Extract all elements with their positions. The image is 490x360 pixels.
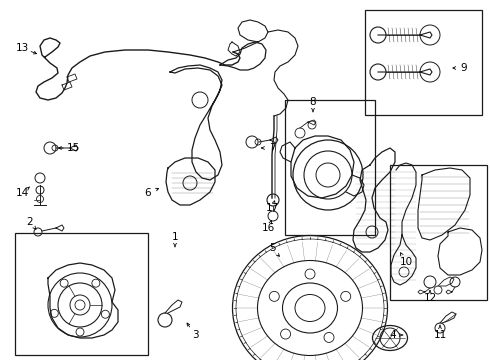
Text: 6: 6 [145,188,151,198]
Text: 9: 9 [461,63,467,73]
Bar [15,233,148,355]
Text: 10: 10 [399,257,413,267]
Text: 13: 13 [15,43,28,53]
Text: 11: 11 [433,330,446,340]
Bar [365,10,482,115]
Text: 12: 12 [423,293,437,303]
Bar [285,100,375,235]
Text: 1: 1 [172,232,178,242]
Text: 5: 5 [269,243,275,253]
Text: 3: 3 [192,330,198,340]
Text: 17: 17 [266,203,279,213]
Bar [390,165,487,300]
Text: 16: 16 [261,223,274,233]
Text: 15: 15 [66,143,80,153]
Text: 8: 8 [310,97,317,107]
Text: 4: 4 [390,330,396,340]
Text: 7: 7 [269,143,275,153]
Text: 2: 2 [26,217,33,227]
Text: 14: 14 [15,188,28,198]
